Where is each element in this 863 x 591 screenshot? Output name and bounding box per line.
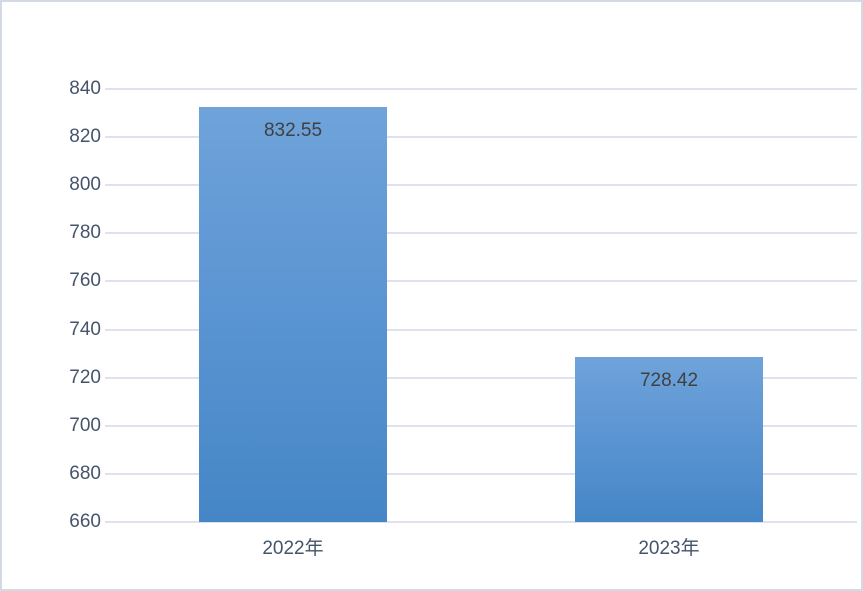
bar-value-label: 728.42 (639, 370, 699, 392)
y-tick-label: 680 (69, 462, 101, 484)
gridline (105, 424, 857, 427)
y-tick-label: 740 (69, 318, 101, 340)
gridline (105, 521, 857, 523)
gridline (105, 280, 857, 283)
y-tick-label: 700 (69, 414, 101, 436)
x-category-label: 2023年 (638, 538, 700, 559)
y-tick-label: 840 (69, 78, 101, 99)
bar-2023年: 728.42 (575, 357, 763, 522)
gridline (105, 328, 857, 331)
y-tick-label: 820 (69, 126, 101, 148)
gridline (105, 184, 857, 187)
y-tick-label: 780 (69, 222, 101, 244)
gridline (105, 88, 857, 90)
bar-2022年: 832.55 (199, 106, 387, 522)
y-tick-label: 800 (69, 174, 101, 196)
y-tick-label: 760 (69, 270, 101, 292)
gridline (105, 376, 857, 379)
y-tick-label: 660 (69, 511, 101, 532)
x-category-label: 2022年 (262, 538, 324, 559)
y-tick-label: 720 (69, 366, 101, 388)
gridline (105, 232, 857, 235)
gridline (105, 136, 857, 139)
bar-value-label: 832.55 (263, 119, 323, 141)
gridline (105, 472, 857, 475)
